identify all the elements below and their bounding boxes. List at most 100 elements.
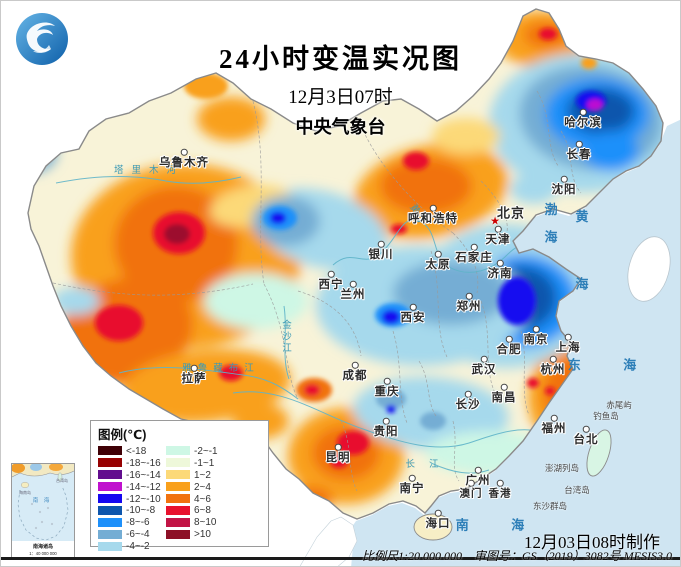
city-dot-marker — [579, 108, 587, 116]
city-label: 西安 — [400, 312, 426, 324]
legend-swatch — [166, 529, 190, 539]
inset-caption: 南海诸岛 — [33, 543, 53, 550]
city-dot-marker — [564, 333, 572, 341]
legend-item: -6~-4 — [98, 528, 166, 540]
river-label: 塔里木河 — [113, 166, 185, 176]
legend-item: >10 — [166, 528, 262, 540]
legend-label: -4~-2 — [126, 540, 150, 552]
legend-item: -18~-16 — [98, 457, 166, 469]
city-label: 长春 — [566, 149, 592, 161]
city-label: 拉萨 — [181, 373, 207, 385]
city-label: 石家庄 — [455, 252, 493, 264]
city-dot-marker — [382, 417, 390, 425]
province-borders — [52, 90, 582, 492]
city-dot-marker — [505, 335, 513, 343]
city-dot-marker — [480, 355, 488, 363]
inset-hainan-label: 海南岛 — [19, 489, 31, 495]
cma-logo — [13, 10, 71, 68]
city-label: 沈阳 — [551, 184, 577, 196]
legend-label: <-18 — [126, 445, 147, 457]
legend-swatch — [98, 482, 122, 492]
inset-taiwan-label: 台湾岛 — [56, 477, 68, 483]
bottom-neatline — [1, 557, 680, 560]
city-dot-marker — [464, 390, 472, 398]
legend-swatch — [98, 446, 122, 456]
legend-label: -6~-4 — [126, 528, 150, 540]
city-dot-marker — [467, 479, 475, 487]
city-dot-marker — [532, 325, 540, 333]
island-label: 澎湖列岛 — [544, 463, 580, 473]
legend-swatch — [166, 446, 190, 456]
city-label: 台北 — [573, 434, 599, 446]
legend-swatch — [166, 517, 190, 527]
legend-label: -10~-8 — [126, 504, 156, 517]
city-dot-marker — [408, 474, 416, 482]
city-label: 兰州 — [340, 289, 366, 301]
legend-label: -14~-12 — [126, 480, 161, 493]
city-dot-marker — [496, 259, 504, 267]
legend-label: 6~8 — [194, 504, 211, 517]
legend-column-negative: <-18 -18~-16 -16~-14 -14~-12 -12~-10 -10~-8 -8… — [98, 445, 166, 552]
city-label: 杭州 — [540, 364, 566, 376]
city-label: 天津 — [485, 234, 511, 246]
city-label: 南昌 — [491, 392, 517, 404]
legend-label: 4~6 — [194, 492, 211, 505]
legend-label: 2~4 — [194, 480, 211, 493]
river-label: 长江 — [405, 460, 453, 470]
city-dot-marker — [180, 148, 188, 156]
city-label: 长沙 — [455, 399, 481, 411]
city-dot-marker — [429, 204, 437, 212]
city-dot-marker — [582, 425, 590, 433]
legend-item: 4~6 — [166, 493, 262, 505]
map-scale-and-review-number: 比例尺1:20 000 000 审图号：GS（2019）3082号 MESIS3… — [362, 549, 672, 563]
city-label: 济南 — [487, 268, 513, 280]
legend-swatch — [98, 541, 122, 551]
city-label: 太原 — [425, 259, 451, 271]
legend-item: -4~-2 — [98, 540, 166, 552]
hainan-island — [413, 513, 453, 541]
sea-label: 黄 海 — [573, 209, 589, 315]
legend-label: 1~2 — [194, 469, 211, 481]
city-dot-marker — [500, 383, 508, 391]
south-china-sea-inset: 台湾岛 海南岛 南 海 南海诸岛 1：40 000 000 — [11, 463, 75, 559]
legend-label: -12~-10 — [126, 492, 161, 505]
city-dot-marker — [334, 443, 342, 451]
city-label: 合肥 — [496, 344, 522, 356]
legend-label: -1~1 — [194, 457, 215, 469]
sea-label: 渤 海 — [542, 202, 558, 248]
island-label: 钓鱼岛 — [593, 411, 619, 421]
city-dot-marker — [550, 414, 558, 422]
city-dot-marker — [190, 364, 198, 372]
city-label: 昆明 — [325, 452, 351, 464]
city-dot-marker — [383, 377, 391, 385]
city-dot-marker — [434, 250, 442, 258]
legend-column-positive: -2~-1 -1~1 1~2 2~4 4~6 6~8 8~10 >10 — [166, 445, 262, 552]
sea-label: 东 海 — [567, 357, 655, 373]
island-label: 台湾岛 — [564, 485, 590, 495]
inset-scale: 1：40 000 000 — [29, 551, 57, 556]
korea-landmass — [627, 236, 671, 302]
legend-item: -1~1 — [166, 457, 262, 469]
city-label: 重庆 — [374, 386, 400, 398]
legend-label: >10 — [194, 528, 211, 540]
legend-swatch — [166, 505, 190, 515]
map-title: 24小时变温实况图 — [219, 44, 462, 74]
city-label: 成都 — [342, 370, 368, 382]
legend-item: <-18 — [98, 445, 166, 457]
legend-item: 2~4 — [166, 481, 262, 493]
production-time-label: 12月03日08时制作 — [524, 533, 660, 552]
legend-label: -18~-16 — [126, 457, 161, 469]
city-dot-marker — [409, 303, 417, 311]
city-label: 澳门 — [459, 487, 483, 500]
city-label: 哈尔滨 — [564, 117, 602, 129]
legend-swatch — [98, 470, 122, 480]
city-dot-marker — [474, 466, 482, 474]
legend-label: 8~10 — [194, 516, 217, 528]
legend-swatch — [166, 470, 190, 480]
city-label: 郑州 — [456, 301, 482, 313]
legend-swatch — [98, 529, 122, 539]
capital-star-marker: ★ — [490, 215, 500, 228]
agency-name: 中央气象台 — [295, 117, 386, 137]
legend-label: -16~-14 — [126, 469, 161, 481]
